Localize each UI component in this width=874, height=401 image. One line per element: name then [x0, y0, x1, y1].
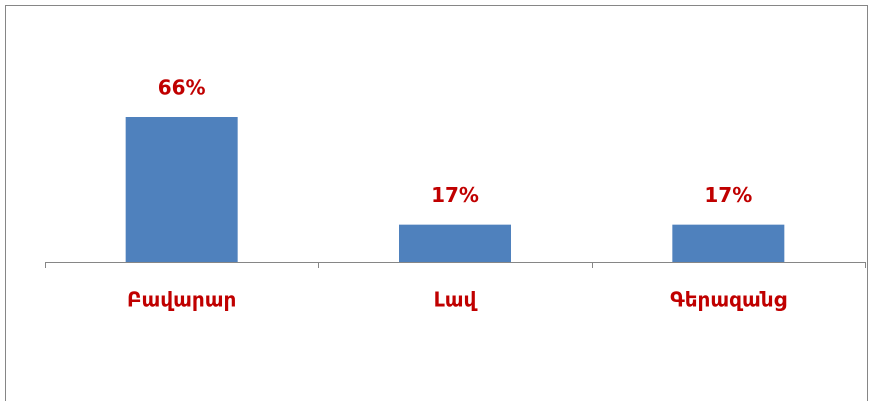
bar	[672, 224, 785, 262]
value-label: 17%	[431, 183, 479, 207]
bar	[125, 117, 238, 262]
x-tick-label: Լավ	[434, 288, 478, 312]
x-tick-label: Գերազանց	[670, 288, 787, 312]
value-label: 66%	[158, 76, 206, 100]
x-tick-label: Բավարար	[127, 288, 236, 312]
value-label: 17%	[704, 183, 752, 207]
bar	[399, 224, 511, 262]
